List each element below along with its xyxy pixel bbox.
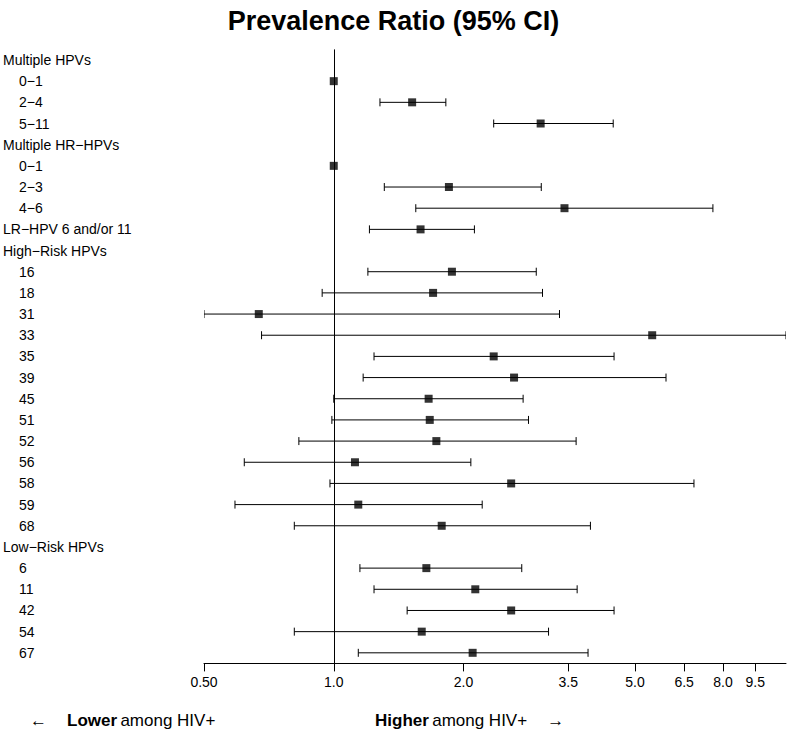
svg-text:54: 54 (19, 624, 35, 640)
svg-text:9.5: 9.5 (745, 674, 765, 690)
svg-text:0−1: 0−1 (19, 73, 43, 89)
svg-text:51: 51 (19, 412, 35, 428)
svg-text:2.0: 2.0 (454, 674, 474, 690)
svg-text:18: 18 (19, 285, 35, 301)
svg-text:3.5: 3.5 (559, 674, 579, 690)
svg-text:5−11: 5−11 (19, 116, 50, 132)
svg-text:among HIV+: among HIV+ (120, 711, 215, 730)
svg-text:→: → (547, 711, 564, 730)
svg-text:31: 31 (19, 306, 35, 322)
svg-text:2−4: 2−4 (19, 94, 43, 110)
svg-text:4−6: 4−6 (19, 200, 43, 216)
svg-text:8.0: 8.0 (713, 674, 733, 690)
svg-text:Low−Risk HPVs: Low−Risk HPVs (3, 539, 104, 555)
svg-text:68: 68 (19, 518, 35, 534)
svg-text:59: 59 (19, 497, 35, 513)
svg-text:16: 16 (19, 264, 35, 280)
svg-text:Lower: Lower (67, 711, 117, 730)
svg-text:58: 58 (19, 475, 35, 491)
svg-text:High−Risk HPVs: High−Risk HPVs (3, 243, 107, 259)
svg-text:6: 6 (19, 560, 27, 576)
svg-text:56: 56 (19, 454, 35, 470)
svg-text:5.0: 5.0 (625, 674, 645, 690)
svg-text:0−1: 0−1 (19, 158, 43, 174)
svg-text:39: 39 (19, 370, 35, 386)
svg-text:←: ← (30, 711, 47, 730)
svg-text:among HIV+: among HIV+ (432, 711, 527, 730)
svg-text:35: 35 (19, 348, 35, 364)
svg-text:6.5: 6.5 (674, 674, 694, 690)
svg-text:0.50: 0.50 (190, 674, 217, 690)
svg-text:11: 11 (19, 581, 34, 597)
svg-text:52: 52 (19, 433, 35, 449)
svg-text:Multiple HR−HPVs: Multiple HR−HPVs (3, 137, 119, 153)
svg-text:33: 33 (19, 327, 35, 343)
svg-text:67: 67 (19, 645, 35, 661)
svg-text:42: 42 (19, 602, 35, 618)
svg-text:Multiple HPVs: Multiple HPVs (3, 52, 91, 68)
svg-text:Prevalence Ratio (95% CI): Prevalence Ratio (95% CI) (228, 6, 560, 36)
svg-text:45: 45 (19, 391, 35, 407)
svg-text:1.0: 1.0 (324, 674, 344, 690)
svg-text:Higher: Higher (375, 711, 429, 730)
svg-text:LR−HPV 6 and/or 11: LR−HPV 6 and/or 11 (3, 221, 132, 237)
svg-text:2−3: 2−3 (19, 179, 43, 195)
